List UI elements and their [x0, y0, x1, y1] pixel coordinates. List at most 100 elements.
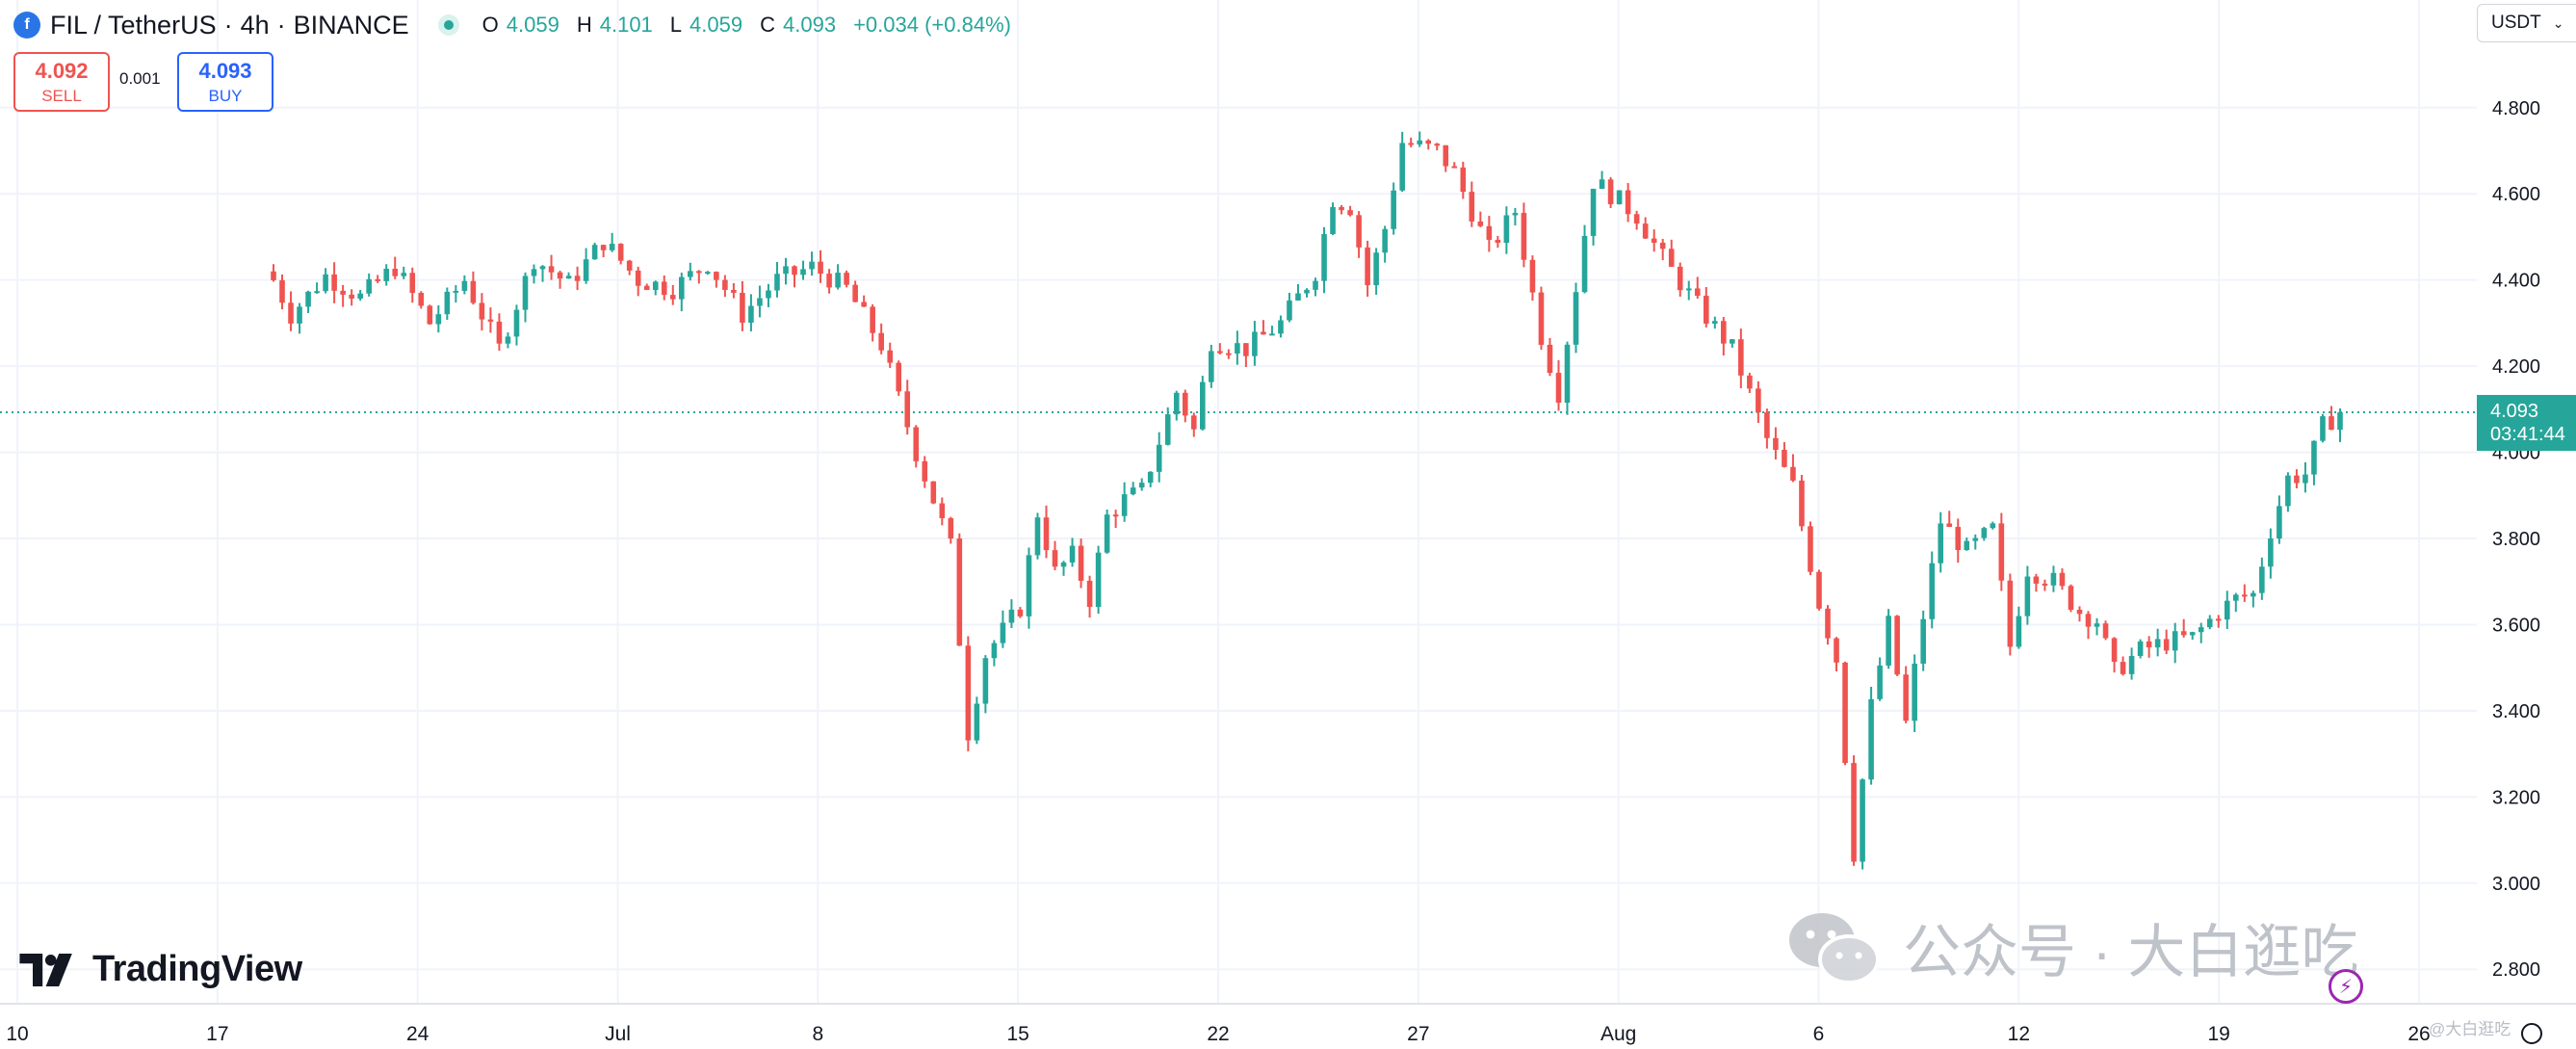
candle-body [453, 290, 459, 293]
candle-body [688, 271, 693, 277]
candle-body [1356, 215, 1362, 248]
candle-body [1955, 526, 1962, 551]
candle-body [1730, 339, 1735, 344]
price-tick-label: 3.800 [2492, 529, 2540, 550]
separator: · [223, 10, 233, 39]
price-tick-label: 4.400 [2492, 271, 2540, 292]
sell-button[interactable]: 4.092 SELL [13, 52, 110, 112]
candle-body [2068, 586, 2074, 611]
candle-body [600, 245, 607, 250]
candle-body [1121, 494, 1128, 516]
candle-body [991, 643, 998, 659]
candle-body [1599, 179, 1605, 190]
tradingview-logo[interactable]: TradingView [19, 949, 302, 990]
candle-body [444, 291, 451, 315]
time-axis[interactable]: 10 17 24 Jul 8 15 22 27 Aug 6 12 19 26 [0, 1003, 2576, 1045]
sell-price: 4.092 [35, 58, 89, 83]
candle-body [1547, 344, 1553, 374]
settings-icon[interactable] [2521, 1023, 2542, 1044]
buy-button[interactable]: 4.093 BUY [177, 52, 273, 112]
candles [271, 131, 2343, 870]
candle-body [1782, 449, 1787, 467]
candle-body [705, 272, 711, 275]
currency-select[interactable]: USDT ⌄ [2477, 4, 2576, 42]
candle-body [1756, 388, 1761, 413]
candle-body [1486, 225, 1493, 240]
candle-body [574, 275, 581, 281]
lightning-icon[interactable]: ⚡ [2329, 969, 2363, 1004]
candle-body [2094, 623, 2100, 627]
candle-body [1773, 437, 1779, 450]
symbol-header[interactable]: f FIL / TetherUS · 4h · BINANCE O 4.059 H… [13, 6, 1021, 44]
high-value: 4.101 [599, 13, 653, 37]
candle-body [2337, 411, 2343, 431]
candle-body [591, 245, 598, 260]
candle-body [1538, 292, 1545, 345]
candle-body [1086, 580, 1093, 608]
candle-body [643, 285, 650, 291]
candle-body [887, 350, 893, 363]
candle-body [1685, 288, 1692, 291]
candle-body [470, 280, 477, 303]
candle-body [1217, 351, 1223, 354]
candle-body [1668, 249, 1675, 267]
candle-body [548, 266, 555, 273]
candle-body [557, 272, 563, 279]
candle-body [861, 302, 867, 307]
time-tick-label: 10 [6, 1023, 28, 1045]
symbol-name[interactable]: FIL / TetherUS [50, 10, 217, 39]
buy-price: 4.093 [198, 58, 252, 83]
candle-body [1130, 487, 1136, 495]
candle-body [2180, 631, 2187, 636]
candle-body [1330, 206, 1336, 235]
candle-body [1200, 381, 1206, 430]
candle-body [809, 261, 815, 270]
candle-body [279, 279, 285, 303]
candle-body [522, 275, 529, 310]
candle-body [722, 279, 728, 290]
candle-body [1173, 392, 1180, 415]
candle-body [1156, 444, 1162, 472]
candle-body [2268, 538, 2274, 567]
candle-body [783, 266, 789, 275]
candle-body [2050, 572, 2057, 586]
candle-body [1008, 609, 1015, 623]
tradingview-logo-icon [19, 953, 72, 986]
candle-body [2294, 475, 2300, 484]
candle-body [1182, 392, 1188, 416]
candle-body [792, 266, 797, 275]
candle-body [288, 302, 294, 324]
candle-body [2329, 416, 2334, 431]
candle-body [1694, 288, 1701, 297]
candle-body [1451, 166, 1458, 169]
low-value: 4.059 [690, 13, 743, 37]
price-tick-label: 3.000 [2492, 874, 2540, 895]
candle-body [1226, 353, 1232, 355]
candle-body [2102, 623, 2109, 639]
candle-body [939, 503, 946, 518]
time-tick-label: Aug [1600, 1023, 1636, 1045]
candle-body [383, 268, 390, 281]
ohlc-values: O 4.059 H 4.101 L 4.059 C 4.093 +0.034 (+0.8… [482, 13, 1021, 38]
candle-body [1990, 523, 1996, 529]
candle-body [878, 332, 884, 351]
watermark-text: 公众号 · 大白逛吃 [1903, 920, 2359, 984]
candle-body [661, 281, 667, 296]
price-axis[interactable]: 4.8004.6004.4004.2004.0003.8003.6003.400… [2492, 98, 2540, 981]
candle-body [1339, 206, 1344, 211]
market-status-icon[interactable] [437, 14, 459, 36]
open-value: 4.059 [506, 13, 559, 37]
candle-body [1529, 259, 1536, 293]
candle-body [1043, 517, 1050, 551]
candle-body [1060, 562, 1067, 567]
candle-body [1912, 663, 1917, 721]
candle-body [2285, 475, 2291, 507]
interval[interactable]: 4h [240, 10, 270, 39]
candle-body [974, 703, 980, 741]
sell-label: SELL [41, 86, 82, 105]
time-tick-label: 15 [1006, 1023, 1028, 1045]
candle-body [800, 269, 806, 275]
watermark: 公众号 · 大白逛吃 [1787, 905, 2358, 989]
candle-body [1799, 480, 1805, 527]
